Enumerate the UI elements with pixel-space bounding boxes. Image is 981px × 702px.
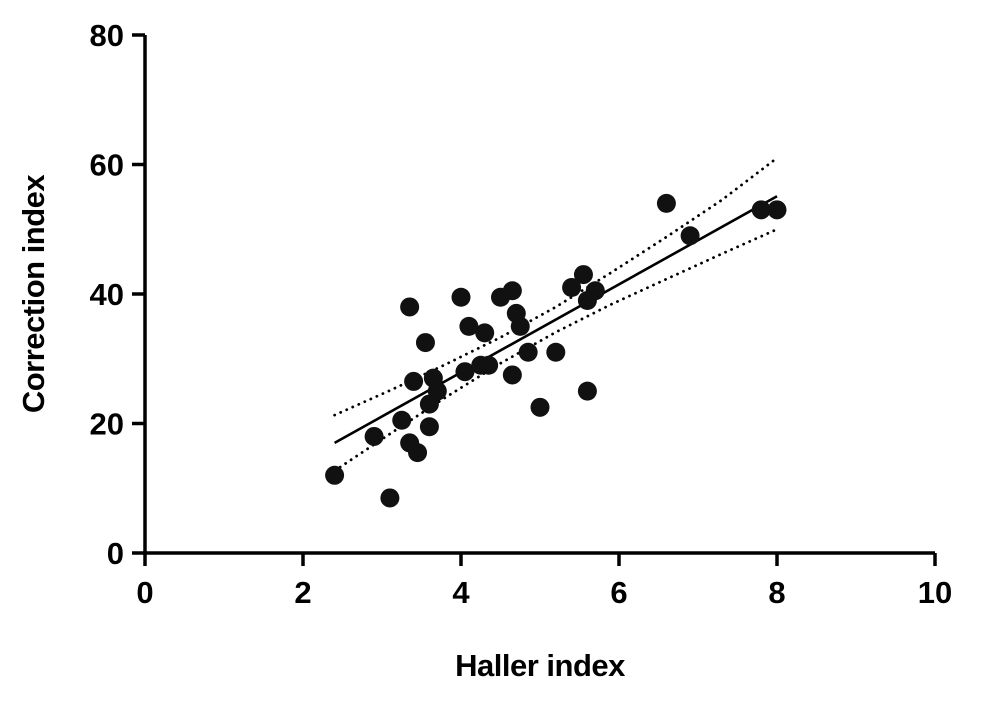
data-point xyxy=(408,443,428,463)
y-tick-label: 0 xyxy=(107,536,124,571)
data-point xyxy=(767,200,787,220)
data-point xyxy=(656,193,676,213)
data-point xyxy=(455,362,475,382)
data-point xyxy=(404,371,424,391)
data-point xyxy=(518,342,538,362)
data-point xyxy=(577,381,597,401)
data-point xyxy=(573,265,593,285)
x-tick-label: 8 xyxy=(768,575,785,610)
x-tick-label: 0 xyxy=(136,575,153,610)
data-point xyxy=(380,488,400,508)
data-point xyxy=(502,281,522,301)
y-axis-title: Correction index xyxy=(16,174,51,414)
ci-upper-line xyxy=(333,156,779,417)
regression-line xyxy=(333,195,778,445)
data-point xyxy=(325,465,345,485)
data-point xyxy=(502,365,522,385)
data-point xyxy=(451,287,471,307)
data-point xyxy=(364,426,384,446)
data-point xyxy=(546,342,566,362)
y-tick-label: 80 xyxy=(90,18,124,53)
data-point xyxy=(459,316,479,336)
y-tick-label: 40 xyxy=(90,277,124,312)
data-point xyxy=(530,397,550,417)
x-tick-label: 6 xyxy=(610,575,627,610)
data-point xyxy=(427,381,447,401)
x-tick-label: 10 xyxy=(918,575,952,610)
x-axis-title: Haller index xyxy=(455,648,625,683)
data-point xyxy=(585,281,605,301)
data-point xyxy=(400,297,420,317)
data-point xyxy=(479,355,499,375)
y-tick-label: 60 xyxy=(90,148,124,183)
x-tick-label: 2 xyxy=(294,575,311,610)
data-point xyxy=(680,226,700,246)
data-point xyxy=(562,278,582,298)
data-point xyxy=(751,200,771,220)
data-point xyxy=(419,417,439,437)
data-point xyxy=(392,410,412,430)
y-tick-label: 20 xyxy=(90,407,124,442)
data-point xyxy=(510,316,530,336)
data-point xyxy=(415,333,435,353)
data-point xyxy=(475,323,495,343)
x-tick-label: 4 xyxy=(452,575,470,610)
